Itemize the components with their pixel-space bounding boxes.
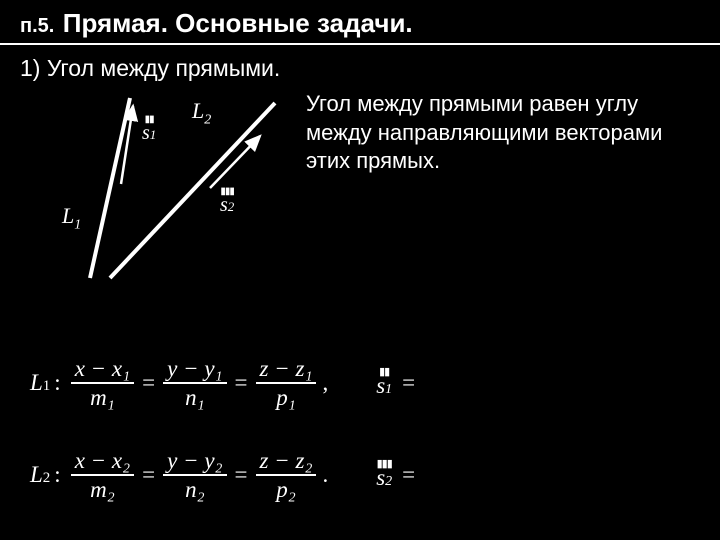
title-rule (0, 43, 720, 45)
eq-eq-2: = (402, 462, 415, 488)
label-s2: ▮▮▮ s2 (220, 190, 234, 217)
lines-diagram: L1 L2 ▮▮ s1 ▮▮▮ s2 (20, 88, 300, 288)
content-row: L1 L2 ▮▮ s1 ▮▮▮ s2 Угол между прямыми ра… (20, 88, 700, 288)
slide: п.5. Прямая. Основные задачи. 1) Угол ме… (0, 0, 720, 540)
frac-1-3: z − z₁p₁ (256, 355, 317, 412)
frac-2-3: z − z₂p₂ (256, 447, 317, 504)
equation-row-1: L1 : x − x₁m₁ = y − y₁n₁ = z − z₁p₁ , ▮▮… (30, 350, 700, 416)
section-title: Прямая. Основные задачи. (63, 8, 413, 38)
frac-1-1: x − x₁m₁ (71, 355, 134, 412)
eq-eq-1: = (402, 370, 415, 396)
frac-2-1: x − x₂m₂ (71, 447, 134, 504)
frac-1-2: y − y₁n₁ (163, 355, 226, 412)
subheading: 1) Угол между прямыми. (20, 55, 700, 82)
equations-block: L1 : x − x₁m₁ = y − y₁n₁ = z − z₁p₁ , ▮▮… (30, 350, 700, 534)
diagram-svg (20, 88, 300, 288)
description-text: Угол между прямыми равен углу между напр… (300, 88, 700, 288)
label-s1: ▮▮ s1 (142, 118, 156, 145)
eq-vec-s1: ▮▮s1 (376, 370, 392, 397)
line-L2 (110, 103, 275, 278)
eq-L1: L1 (30, 370, 50, 396)
eq-L2: L2 (30, 462, 50, 488)
equation-row-2: L2 : x − x₂m₂ = y − y₂n₂ = z − z₂p₂ . ▮▮… (30, 442, 700, 508)
section-label: п.5. (20, 15, 54, 37)
label-L2: L2 (192, 98, 211, 128)
frac-2-2: y − y₂n₂ (163, 447, 226, 504)
line-L1 (90, 98, 130, 278)
label-L1: L1 (62, 203, 81, 233)
eq-punct-2: . (322, 462, 328, 488)
eq-punct-1: , (322, 370, 328, 396)
title-block: п.5. Прямая. Основные задачи. (20, 8, 700, 45)
eq-vec-s2: ▮▮▮s2 (376, 462, 392, 489)
